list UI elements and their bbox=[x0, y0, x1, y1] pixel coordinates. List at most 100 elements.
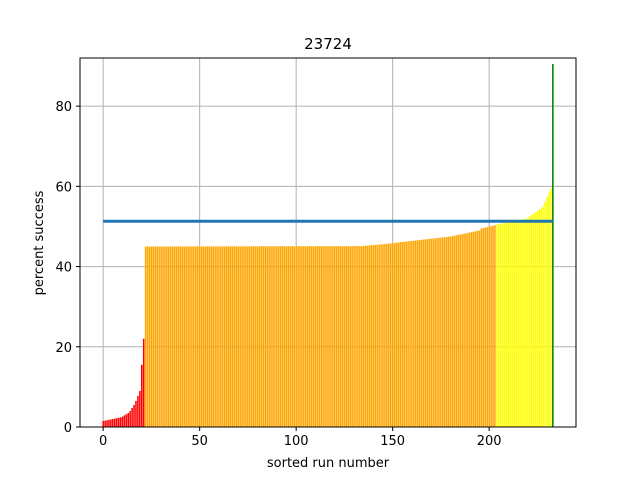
bar bbox=[490, 226, 492, 427]
x-tick-label: 150 bbox=[380, 434, 405, 449]
bar bbox=[353, 246, 355, 427]
bar bbox=[279, 246, 282, 427]
bar bbox=[312, 246, 315, 427]
bar bbox=[299, 246, 301, 427]
bar bbox=[525, 218, 527, 427]
bar bbox=[484, 227, 487, 427]
bar bbox=[386, 243, 388, 427]
bar bbox=[359, 246, 361, 427]
bar bbox=[438, 237, 440, 427]
bar bbox=[264, 246, 267, 427]
bar bbox=[169, 246, 172, 427]
bar bbox=[225, 246, 228, 427]
bar bbox=[463, 233, 465, 427]
bar bbox=[185, 246, 187, 427]
bar bbox=[362, 246, 365, 427]
bar bbox=[405, 241, 407, 427]
bar bbox=[343, 246, 346, 427]
bar bbox=[330, 246, 332, 427]
bar bbox=[548, 192, 550, 427]
bar bbox=[521, 219, 523, 427]
bar bbox=[432, 238, 434, 427]
bar bbox=[142, 338, 145, 427]
bar bbox=[399, 242, 402, 427]
bar bbox=[218, 246, 220, 427]
bar bbox=[231, 246, 234, 427]
bar bbox=[115, 418, 118, 427]
chart-title: 23724 bbox=[304, 35, 352, 53]
bar bbox=[106, 420, 108, 427]
bar bbox=[384, 243, 386, 427]
bar bbox=[179, 246, 182, 427]
bar bbox=[216, 246, 218, 427]
bar bbox=[222, 246, 224, 427]
bar bbox=[210, 246, 213, 427]
bar bbox=[166, 246, 168, 427]
bar bbox=[146, 246, 149, 427]
bar bbox=[469, 232, 471, 427]
bar bbox=[144, 246, 147, 427]
bar bbox=[552, 64, 554, 428]
bar bbox=[528, 216, 531, 427]
bar bbox=[366, 245, 369, 427]
bar bbox=[268, 246, 270, 427]
bar bbox=[467, 232, 469, 427]
bar bbox=[351, 246, 353, 427]
bar bbox=[532, 213, 535, 427]
y-tick-label: 60 bbox=[55, 180, 72, 195]
bar bbox=[295, 246, 297, 427]
bar bbox=[233, 246, 236, 427]
bar bbox=[220, 246, 222, 427]
bar bbox=[156, 246, 158, 427]
bar bbox=[498, 224, 500, 427]
bar bbox=[447, 236, 450, 427]
bar bbox=[127, 412, 130, 427]
bar bbox=[443, 237, 446, 427]
bar bbox=[478, 230, 481, 427]
bar bbox=[187, 246, 189, 427]
bar bbox=[121, 416, 124, 427]
bar bbox=[239, 246, 241, 427]
bar bbox=[270, 246, 272, 427]
bar bbox=[436, 238, 438, 427]
bar bbox=[281, 246, 284, 427]
bar bbox=[104, 420, 106, 427]
bar bbox=[135, 400, 137, 427]
bar bbox=[123, 415, 126, 427]
bar bbox=[526, 218, 529, 427]
bar bbox=[536, 211, 539, 427]
bar bbox=[171, 246, 174, 427]
bar bbox=[250, 246, 253, 427]
bar bbox=[496, 224, 498, 427]
bar bbox=[455, 235, 458, 427]
bar bbox=[173, 246, 176, 427]
bar bbox=[140, 364, 143, 427]
bar bbox=[426, 239, 429, 427]
bar bbox=[461, 234, 463, 427]
bar bbox=[474, 231, 477, 427]
bar bbox=[200, 246, 203, 427]
bar bbox=[471, 232, 473, 427]
bar bbox=[314, 246, 317, 427]
bar bbox=[204, 246, 207, 427]
bar bbox=[416, 240, 419, 427]
bar bbox=[428, 238, 431, 427]
bar bbox=[544, 201, 546, 427]
bar bbox=[202, 246, 205, 427]
axes bbox=[79, 57, 577, 428]
bar bbox=[212, 246, 214, 427]
bar bbox=[397, 242, 400, 427]
x-axis-title: sorted run number bbox=[267, 456, 390, 471]
bar bbox=[472, 231, 475, 427]
bar bbox=[289, 246, 292, 427]
bar bbox=[119, 417, 122, 427]
bar bbox=[258, 246, 261, 427]
bar bbox=[440, 237, 442, 427]
y-axis-title: percent success bbox=[32, 190, 47, 295]
bar bbox=[349, 246, 351, 427]
bar bbox=[357, 246, 359, 427]
bar bbox=[177, 246, 180, 427]
bar bbox=[413, 240, 415, 427]
bar bbox=[542, 206, 544, 427]
